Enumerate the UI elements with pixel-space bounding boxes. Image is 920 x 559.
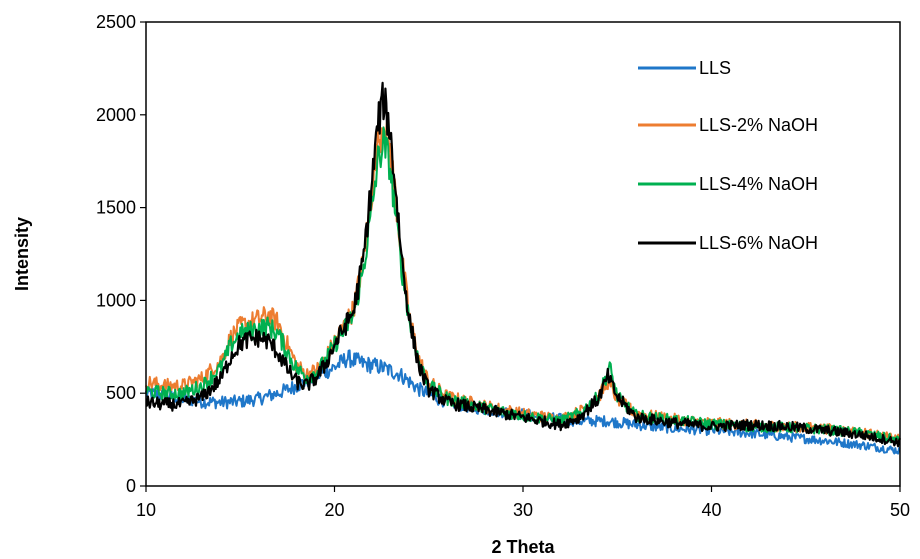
y-tick-label: 2000 — [96, 105, 136, 125]
y-tick-label: 1500 — [96, 198, 136, 218]
x-axis-title: 2 Theta — [491, 537, 555, 557]
x-tick-label: 30 — [513, 500, 533, 520]
y-tick-label: 1000 — [96, 290, 136, 310]
x-tick-label: 20 — [324, 500, 344, 520]
plot-area — [145, 81, 902, 455]
legend: LLS LLS-2% NaOH LLS-4% NaOH LLS-6% NaOH — [638, 58, 818, 253]
y-axis-title: Intensity — [12, 217, 32, 291]
legend-label: LLS-4% NaOH — [699, 174, 818, 194]
legend-label: LLS-6% NaOH — [699, 233, 818, 253]
x-tick-label: 50 — [890, 500, 910, 520]
x-tick-label: 40 — [701, 500, 721, 520]
y-tick-label: 500 — [106, 383, 136, 403]
legend-label: LLS-2% NaOH — [699, 115, 818, 135]
legend-label: LLS — [699, 58, 731, 78]
series-line — [145, 81, 902, 448]
x-tick-label: 10 — [136, 500, 156, 520]
y-tick-label: 0 — [126, 476, 136, 496]
y-axis: 0 500 1000 1500 2000 2500 — [96, 12, 146, 496]
y-tick-label: 2500 — [96, 12, 136, 32]
series-line — [145, 349, 901, 455]
x-axis: 10 20 30 40 50 — [136, 486, 910, 520]
